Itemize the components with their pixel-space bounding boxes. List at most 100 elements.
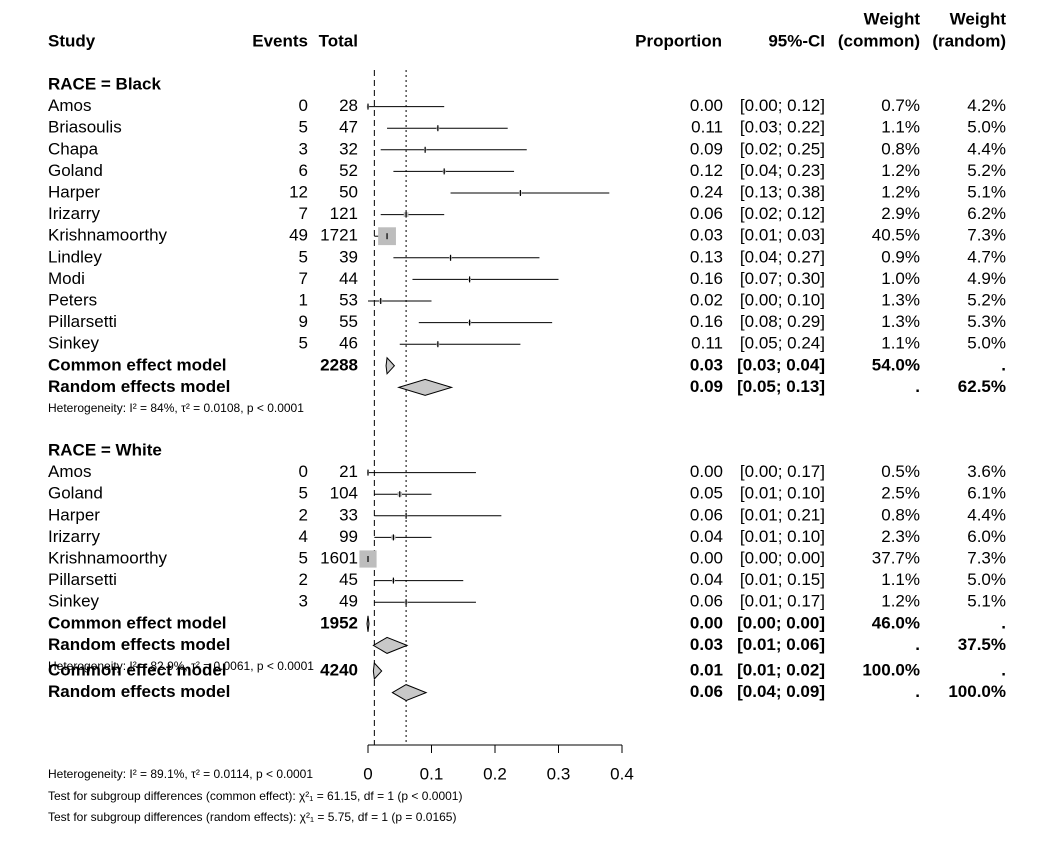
total: 46 <box>339 334 358 353</box>
model-total: 1952 <box>320 613 358 632</box>
proportion: 0.00 <box>690 613 723 632</box>
header-total: Total <box>319 31 358 50</box>
study-name: Harper <box>48 182 100 201</box>
total: 50 <box>339 182 358 201</box>
confidence-interval: [0.05; 0.24] <box>740 334 825 353</box>
model-label: Common effect model <box>48 355 227 374</box>
weight-common: 1.3% <box>881 290 920 309</box>
proportion: 0.06 <box>690 204 723 223</box>
weight-random: 5.0% <box>967 334 1006 353</box>
study-name: Chapa <box>48 139 99 158</box>
weight-random: 6.2% <box>967 204 1006 223</box>
confidence-interval: [0.13; 0.38] <box>740 182 825 201</box>
total: 33 <box>339 505 358 524</box>
summary-diamond <box>372 636 409 654</box>
weight-random: 5.2% <box>967 161 1006 180</box>
weight-common: 2.9% <box>881 204 920 223</box>
summary-diamond <box>397 378 454 396</box>
total: 121 <box>330 204 358 223</box>
x-tick-label: 0.2 <box>483 764 507 783</box>
proportion: 0.00 <box>690 548 723 567</box>
events: 12 <box>289 182 308 201</box>
total: 53 <box>339 290 358 309</box>
confidence-interval: [0.05; 0.13] <box>737 377 825 396</box>
proportion: 0.03 <box>690 226 723 245</box>
proportion: 0.04 <box>690 570 723 589</box>
summary-diamond <box>391 684 428 702</box>
confidence-interval: [0.02; 0.12] <box>740 204 825 223</box>
study-name: Sinkey <box>48 592 100 611</box>
weight-random: 4.4% <box>967 139 1006 158</box>
weight-random: 100.0% <box>948 682 1006 701</box>
events: 2 <box>299 505 308 524</box>
events: 4 <box>299 527 308 546</box>
proportion: 0.03 <box>690 635 723 654</box>
study-name: Sinkey <box>48 334 100 353</box>
weight-common: . <box>915 635 920 654</box>
total: 21 <box>339 462 358 481</box>
weight-random: . <box>1001 613 1006 632</box>
confidence-interval: [0.00; 0.10] <box>740 290 825 309</box>
total: 45 <box>339 570 358 589</box>
confidence-interval: [0.04; 0.27] <box>740 247 825 266</box>
study-name: Briasoulis <box>48 118 122 137</box>
total: 39 <box>339 247 358 266</box>
total: 55 <box>339 312 358 331</box>
weight-random: 5.0% <box>967 118 1006 137</box>
x-tick-label: 0.1 <box>420 764 444 783</box>
weight-common: 1.1% <box>881 334 920 353</box>
confidence-interval: [0.01; 0.03] <box>740 226 825 245</box>
x-tick-label: 0 <box>363 764 372 783</box>
events: 0 <box>299 96 308 115</box>
proportion: 0.02 <box>690 290 723 309</box>
proportion: 0.06 <box>690 505 723 524</box>
confidence-interval: [0.08; 0.29] <box>740 312 825 331</box>
confidence-interval: [0.03; 0.22] <box>740 118 825 137</box>
weight-random: 62.5% <box>958 377 1006 396</box>
x-tick-label: 0.3 <box>547 764 571 783</box>
events: 49 <box>289 226 308 245</box>
weight-random: 37.5% <box>958 635 1006 654</box>
events: 5 <box>299 247 308 266</box>
weight-common: 100.0% <box>862 660 920 679</box>
total: 1721 <box>320 226 358 245</box>
confidence-interval: [0.00; 0.00] <box>740 548 825 567</box>
proportion: 0.06 <box>690 592 723 611</box>
study-name: Modi <box>48 269 85 288</box>
weight-random: 4.9% <box>967 269 1006 288</box>
total: 47 <box>339 118 358 137</box>
study-name: Pillarsetti <box>48 312 117 331</box>
weight-common: 0.8% <box>881 139 920 158</box>
subgroup-test: Test for subgroup differences (random ef… <box>48 810 456 824</box>
study-name: Amos <box>48 96 91 115</box>
weight-random: 7.3% <box>967 548 1006 567</box>
study-name: Harper <box>48 505 100 524</box>
weight-common: 1.0% <box>881 269 920 288</box>
study-name: Krishnamoorthy <box>48 226 168 245</box>
weight-random: 4.4% <box>967 505 1006 524</box>
weight-common: 0.8% <box>881 505 920 524</box>
proportion: 0.00 <box>690 96 723 115</box>
weight-common: 0.9% <box>881 247 920 266</box>
proportion: 0.06 <box>690 682 723 701</box>
events: 2 <box>299 570 308 589</box>
weight-common: . <box>915 377 920 396</box>
events: 6 <box>299 161 308 180</box>
proportion: 0.01 <box>690 660 723 679</box>
proportion: 0.09 <box>690 139 723 158</box>
header-weight-common: Weight <box>864 9 921 28</box>
header-weight-random: Weight <box>950 9 1007 28</box>
events: 5 <box>299 118 308 137</box>
header-weight-common: (common) <box>838 31 920 50</box>
confidence-interval: [0.00; 0.17] <box>740 462 825 481</box>
total: 44 <box>339 269 358 288</box>
weight-random: 5.2% <box>967 290 1006 309</box>
study-name: Irizarry <box>48 527 100 546</box>
study-name: Lindley <box>48 247 102 266</box>
model-label: Common effect model <box>48 660 227 679</box>
weight-common: 54.0% <box>872 355 920 374</box>
weight-random: 4.7% <box>967 247 1006 266</box>
proportion: 0.11 <box>691 118 723 137</box>
weight-random: 5.0% <box>967 570 1006 589</box>
